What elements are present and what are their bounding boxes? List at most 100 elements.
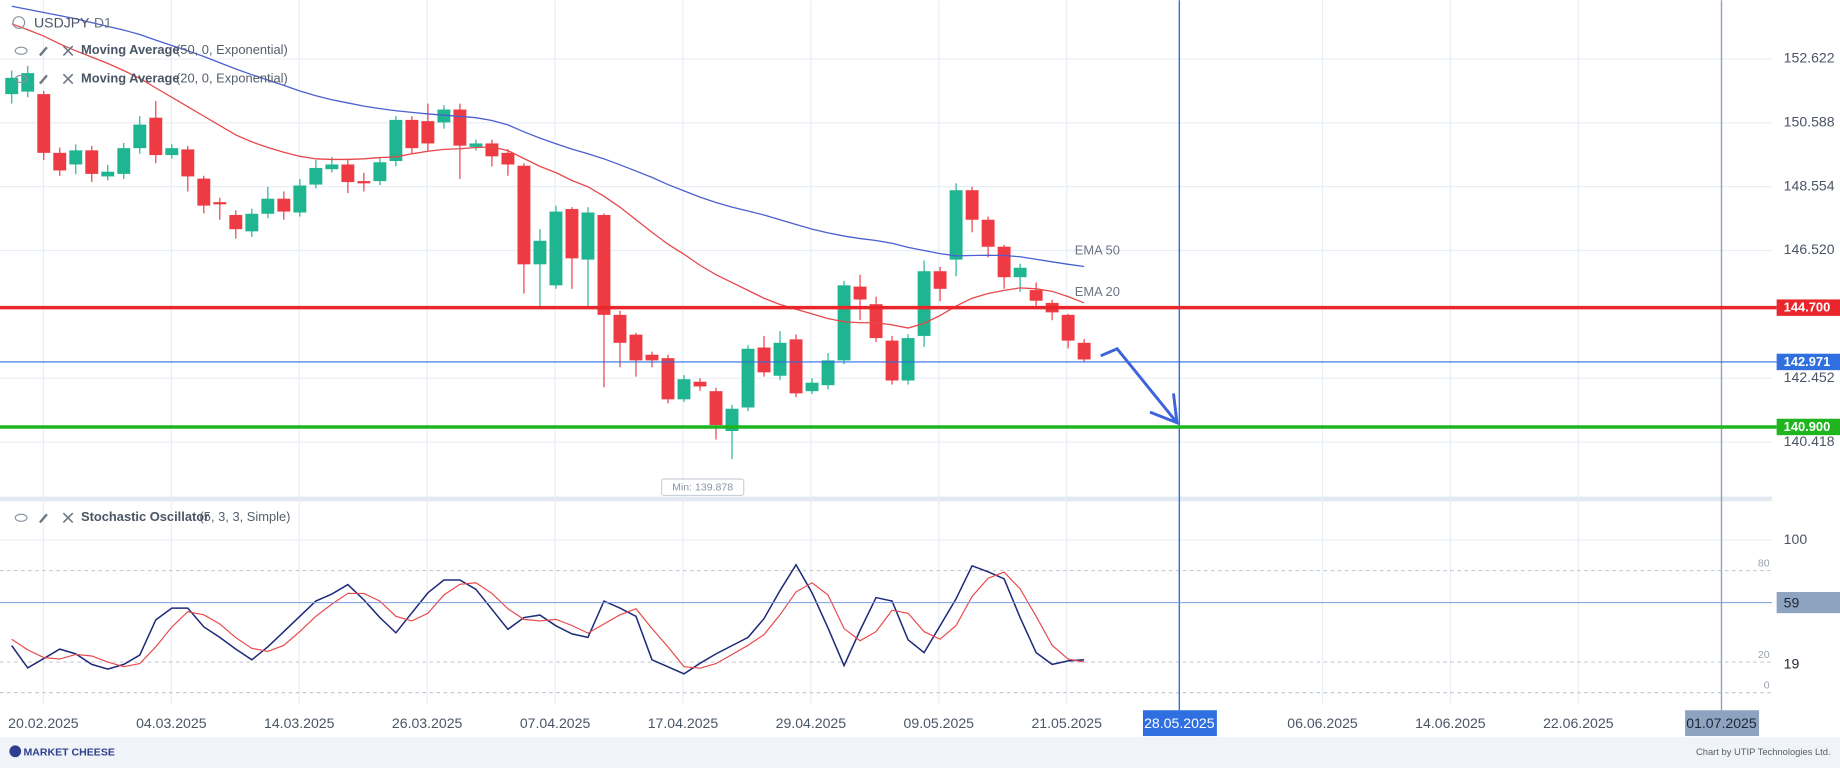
candle-body: [533, 240, 547, 265]
close-icon[interactable]: [62, 45, 74, 56]
candle-body: [565, 209, 579, 259]
indicator-params: (5, 3, 3, Simple): [199, 509, 290, 524]
date-marker-box: [1685, 710, 1760, 737]
candle-body: [133, 124, 147, 149]
date-marker-box: [1142, 710, 1217, 737]
eye-icon[interactable]: [14, 46, 28, 55]
x-tick-label: 06.06.2025: [1287, 715, 1358, 731]
eye-icon[interactable]: [14, 74, 28, 84]
candle-body: [1061, 314, 1075, 341]
candle-body: [949, 190, 963, 260]
ema-line: [11, 5, 1085, 268]
candle-body: [1029, 290, 1043, 301]
indicator-row: Stochastic Oscillator (5, 3, 3, Simple): [14, 509, 290, 524]
candle-body: [165, 148, 179, 156]
candle-body: [309, 167, 323, 185]
candle-body: [213, 202, 227, 205]
x-tick-label: 22.06.2025: [1543, 715, 1614, 731]
wrench-icon[interactable]: [39, 46, 48, 57]
candle-body: [917, 271, 931, 336]
candle-body: [341, 164, 355, 183]
candle-body: [805, 382, 819, 392]
candle-body: [645, 354, 659, 361]
close-icon[interactable]: [62, 73, 74, 85]
forecast-arrow: [1100, 347, 1179, 424]
candle-body: [965, 190, 979, 220]
timeframe: D1: [94, 14, 112, 30]
candle-body: [437, 109, 451, 123]
level-label-box: [1776, 353, 1840, 371]
value-marker-label: 19: [1784, 656, 1800, 672]
y-tick-label: 20: [1758, 649, 1770, 661]
date-marker-label: 28.05.2025: [1144, 715, 1215, 731]
date-marker-label: 01.07.2025: [1686, 715, 1757, 731]
y-tick-label: 0: [1764, 679, 1770, 691]
candle-body: [901, 338, 915, 381]
y-tick-label: 152.622: [1784, 50, 1835, 66]
x-tick-label: 14.06.2025: [1415, 715, 1486, 731]
symbol: USDJPY: [34, 14, 90, 30]
candle-body: [709, 391, 723, 426]
candle-body: [277, 198, 291, 212]
candle-body: [821, 360, 835, 386]
stoch-line: [11, 571, 1085, 669]
candle-body: [325, 164, 339, 170]
candle-body: [5, 77, 19, 95]
candle-body: [885, 340, 899, 381]
close-icon[interactable]: [62, 512, 74, 524]
candle-body: [53, 152, 67, 171]
candle-body: [293, 185, 307, 213]
candle-body: [421, 121, 435, 144]
indicator-name: Moving Average: [81, 70, 180, 85]
candle-body: [373, 162, 387, 182]
candle-body: [181, 149, 195, 177]
value-marker-box: [1776, 592, 1840, 614]
x-tick-label: 14.03.2025: [264, 715, 335, 731]
info-icon[interactable]: [12, 16, 26, 30]
indicator-row: Moving Average (20, 0, Exponential): [14, 70, 288, 85]
ema-label: EMA 20: [1075, 284, 1120, 299]
candle-body: [741, 348, 755, 408]
candle-body: [757, 347, 771, 373]
candle-body: [245, 213, 259, 232]
candle-body: [1077, 342, 1091, 360]
candle-body: [357, 181, 371, 184]
level-label-box: [1776, 299, 1840, 316]
wrench-icon[interactable]: [39, 513, 48, 524]
indicator-name: Moving Average: [81, 42, 180, 57]
min-label: Min: 139.878: [672, 482, 733, 494]
candle-body: [869, 304, 883, 339]
candle-body: [469, 143, 483, 147]
x-tick-label: 17.04.2025: [648, 715, 719, 731]
candle-body: [629, 334, 643, 361]
eye-icon[interactable]: [14, 513, 28, 522]
candle-body: [677, 379, 691, 400]
candle-body: [389, 119, 403, 162]
candle-body: [485, 143, 499, 157]
y-tick-label: 150.588: [1784, 114, 1835, 130]
ema-line: [11, 23, 1085, 329]
candle-body: [37, 94, 51, 153]
x-tick-label: 26.03.2025: [392, 715, 463, 731]
indicator-params: (50, 0, Exponential): [176, 42, 288, 57]
candle-body: [453, 109, 467, 146]
candle-body: [613, 314, 627, 343]
x-tick-label: 04.03.2025: [136, 715, 207, 731]
min-label-box: [661, 478, 745, 497]
candle-body: [597, 215, 611, 315]
y-tick-label: 140.418: [1784, 433, 1835, 449]
logo-icon: [9, 745, 22, 758]
candle-body: [1013, 267, 1027, 278]
value-marker-label: 59: [1784, 594, 1800, 610]
candle-body: [101, 171, 115, 177]
wrench-icon[interactable]: [39, 74, 48, 85]
candle-body: [501, 152, 515, 165]
footer-bar: [0, 737, 1840, 768]
candle-body: [517, 165, 531, 265]
candle-body: [21, 73, 35, 92]
candle-body: [405, 119, 419, 149]
candle-body: [85, 150, 99, 174]
